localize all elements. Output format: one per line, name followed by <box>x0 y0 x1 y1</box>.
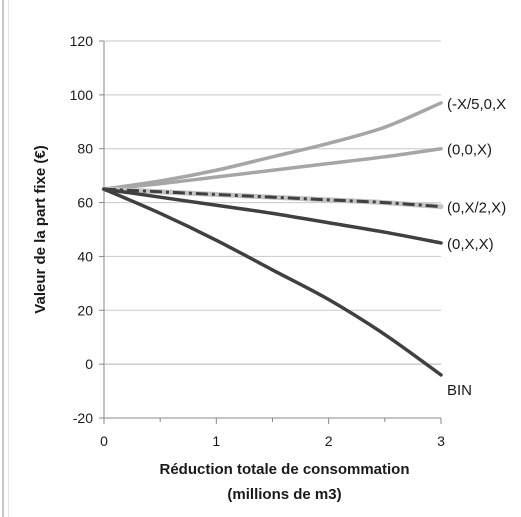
series-labels: (-X/5,0,X (0,0,X) (0,X/2,X) (0,X,X) BIN <box>447 96 506 399</box>
frame-edge <box>2 0 4 517</box>
series-line <box>102 146 443 191</box>
x-axis-title-line2: (millions de m3) <box>227 486 341 503</box>
x-axis-ticks: 0 1 2 3 <box>100 418 445 449</box>
x-tick-label: 1 <box>212 433 220 449</box>
x-axis-title-line1: Réduction totale de consommation <box>159 461 409 478</box>
axes <box>103 41 441 419</box>
series-label: (0,X,X) <box>447 236 494 253</box>
y-tick-label: 60 <box>77 195 93 211</box>
y-tick-label: -20 <box>73 410 93 426</box>
frame-edge-inner <box>8 0 9 517</box>
x-tick-label: 3 <box>437 433 445 449</box>
series-line <box>102 101 443 191</box>
y-tick-label: 0 <box>85 356 93 372</box>
y-tick-label: 20 <box>77 302 93 318</box>
series-label: (0,X/2,X) <box>447 200 506 217</box>
y-tick-label: 40 <box>77 248 93 264</box>
series-label: (0,0,X) <box>447 142 492 159</box>
series-label: BIN <box>447 382 472 399</box>
gridlines <box>104 40 441 419</box>
series-label: (-X/5,0,X <box>447 96 506 113</box>
y-tick-label: 80 <box>77 141 93 157</box>
series-line <box>103 187 442 209</box>
series-line <box>102 187 443 245</box>
y-tick-label: 120 <box>70 33 94 49</box>
x-tick-label: 2 <box>325 433 333 449</box>
x-tick-label: 0 <box>100 433 108 449</box>
y-tick-label: 100 <box>70 87 94 103</box>
series-line <box>102 187 443 377</box>
y-axis-ticks: -20 0 20 40 60 80 100 120 <box>70 33 104 426</box>
series-lines <box>101 101 444 377</box>
y-axis-title: Valeur de la part fixe (€) <box>32 145 49 313</box>
